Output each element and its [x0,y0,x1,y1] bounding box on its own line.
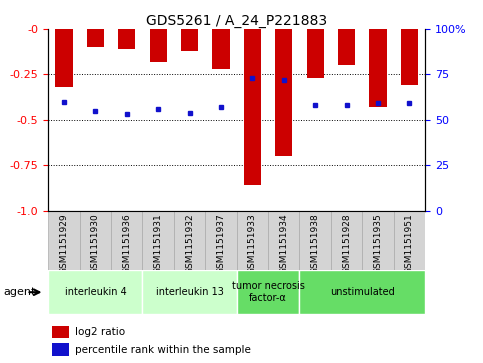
Bar [362,211,394,270]
Text: GSM1151938: GSM1151938 [311,213,320,274]
Bar [118,29,135,49]
Bar [237,211,268,270]
Bar [369,29,386,107]
Bar [275,29,292,156]
Bar [142,211,174,270]
Text: GSM1151933: GSM1151933 [248,213,257,274]
Text: interleukin 13: interleukin 13 [156,287,224,297]
Text: GSM1151936: GSM1151936 [122,213,131,274]
Text: log2 ratio: log2 ratio [75,327,125,337]
Bar [401,29,418,85]
Text: unstimulated: unstimulated [330,287,395,297]
Text: GSM1151951: GSM1151951 [405,213,414,274]
Bar [174,211,205,270]
Title: GDS5261 / A_24_P221883: GDS5261 / A_24_P221883 [146,14,327,28]
Bar [205,211,237,270]
Bar [52,326,69,338]
Text: GSM1151934: GSM1151934 [279,213,288,274]
Bar [268,211,299,270]
Bar [307,29,324,78]
Bar [80,211,111,270]
Bar [87,29,104,47]
Text: agent: agent [4,287,36,297]
Bar [48,211,80,270]
Bar [299,211,331,270]
Text: GSM1151937: GSM1151937 [216,213,226,274]
Bar [331,211,362,270]
Bar [48,270,142,314]
Bar [394,211,425,270]
Bar [181,29,198,51]
Bar [150,29,167,62]
Bar [142,270,237,314]
Bar [338,29,355,65]
Text: GSM1151935: GSM1151935 [373,213,383,274]
Bar [299,270,425,314]
Bar [56,29,72,87]
Text: GSM1151928: GSM1151928 [342,213,351,274]
Text: GSM1151932: GSM1151932 [185,213,194,274]
Text: GSM1151930: GSM1151930 [91,213,100,274]
Bar [213,29,229,69]
Text: tumor necrosis
factor-α: tumor necrosis factor-α [232,281,304,303]
Text: interleukin 4: interleukin 4 [65,287,126,297]
Text: GSM1151929: GSM1151929 [59,213,69,274]
Bar [111,211,142,270]
Bar [244,29,261,185]
Bar [237,270,299,314]
Text: percentile rank within the sample: percentile rank within the sample [75,344,251,355]
Bar [52,343,69,356]
Text: GSM1151931: GSM1151931 [154,213,163,274]
